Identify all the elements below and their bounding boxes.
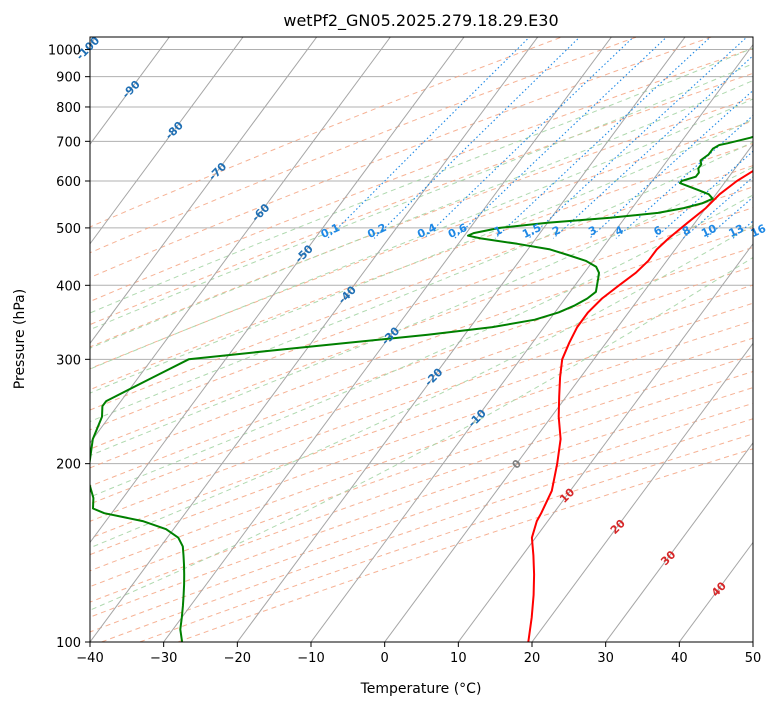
y-tick-label: 300 bbox=[56, 353, 81, 368]
x-tick-label: 40 bbox=[671, 651, 688, 666]
y-tick-label: 200 bbox=[56, 458, 81, 473]
chart-title: wetPf2_GN05.2025.279.18.29.E30 bbox=[283, 11, 558, 31]
x-tick-label: 50 bbox=[745, 651, 762, 666]
y-tick-label: 400 bbox=[56, 279, 81, 294]
y-tick-label: 100 bbox=[56, 636, 81, 651]
x-tick-label: −40 bbox=[76, 651, 103, 666]
x-tick-label: 10 bbox=[450, 651, 467, 666]
x-tick-label: −20 bbox=[224, 651, 251, 666]
x-tick-label: 0 bbox=[381, 651, 389, 666]
plot-area bbox=[90, 37, 753, 642]
y-tick-label: 700 bbox=[56, 135, 81, 150]
y-tick-label: 800 bbox=[56, 101, 81, 116]
x-tick-label: −10 bbox=[297, 651, 324, 666]
y-axis-label: Pressure (hPa) bbox=[12, 289, 28, 389]
x-tick-label: −30 bbox=[150, 651, 177, 666]
y-tick-label: 900 bbox=[56, 71, 81, 86]
y-tick-label: 1000 bbox=[48, 44, 81, 59]
x-axis-label: Temperature (°C) bbox=[360, 681, 482, 697]
x-tick-label: 30 bbox=[597, 651, 614, 666]
y-tick-label: 600 bbox=[56, 175, 81, 190]
x-tick-label: 20 bbox=[524, 651, 541, 666]
y-tick-label: 500 bbox=[56, 222, 81, 237]
